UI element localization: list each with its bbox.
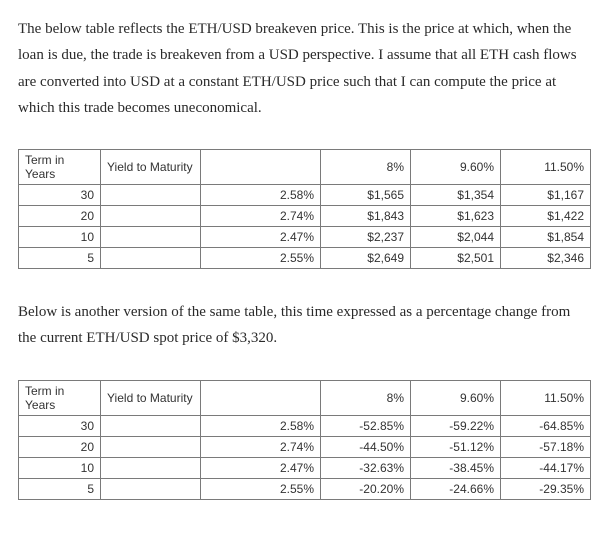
cell-term: 20 — [19, 206, 101, 227]
cell-115: -64.85% — [501, 415, 591, 436]
col-ytm: Yield to Maturity — [101, 380, 201, 415]
table-row: 10 2.47% -32.63% -38.45% -44.17% — [19, 457, 591, 478]
cell-8: $2,237 — [321, 227, 411, 248]
cell-96: $2,501 — [411, 248, 501, 269]
cell-term: 30 — [19, 185, 101, 206]
col-term: Term in Years — [19, 150, 101, 185]
cell-term: 10 — [19, 227, 101, 248]
col-115pct: 11.50% — [501, 380, 591, 415]
cell-96: -38.45% — [411, 457, 501, 478]
cell-blank — [101, 415, 201, 436]
cell-ytm: 2.55% — [201, 478, 321, 499]
col-96pct: 9.60% — [411, 380, 501, 415]
col-8pct: 8% — [321, 380, 411, 415]
cell-96: -59.22% — [411, 415, 501, 436]
col-blank — [201, 150, 321, 185]
cell-8: -32.63% — [321, 457, 411, 478]
table-row: 30 2.58% $1,565 $1,354 $1,167 — [19, 185, 591, 206]
cell-ytm: 2.74% — [201, 206, 321, 227]
cell-blank — [101, 436, 201, 457]
cell-blank — [101, 248, 201, 269]
cell-term: 20 — [19, 436, 101, 457]
cell-ytm: 2.58% — [201, 415, 321, 436]
cell-8: -52.85% — [321, 415, 411, 436]
table-row: 20 2.74% $1,843 $1,623 $1,422 — [19, 206, 591, 227]
breakeven-price-table: Term in Years Yield to Maturity 8% 9.60%… — [18, 149, 591, 269]
table-row: 10 2.47% $2,237 $2,044 $1,854 — [19, 227, 591, 248]
cell-115: $1,854 — [501, 227, 591, 248]
col-ytm: Yield to Maturity — [101, 150, 201, 185]
cell-115: $1,422 — [501, 206, 591, 227]
cell-96: $2,044 — [411, 227, 501, 248]
cell-term: 5 — [19, 248, 101, 269]
cell-term: 10 — [19, 457, 101, 478]
cell-ytm: 2.47% — [201, 457, 321, 478]
table-row: 20 2.74% -44.50% -51.12% -57.18% — [19, 436, 591, 457]
cell-8: -44.50% — [321, 436, 411, 457]
pct-change-table: Term in Years Yield to Maturity 8% 9.60%… — [18, 380, 591, 500]
cell-ytm: 2.74% — [201, 436, 321, 457]
cell-8: $1,565 — [321, 185, 411, 206]
table-row: 5 2.55% $2,649 $2,501 $2,346 — [19, 248, 591, 269]
col-blank — [201, 380, 321, 415]
cell-ytm: 2.47% — [201, 227, 321, 248]
col-term: Term in Years — [19, 380, 101, 415]
cell-96: $1,623 — [411, 206, 501, 227]
table-row: 5 2.55% -20.20% -24.66% -29.35% — [19, 478, 591, 499]
cell-blank — [101, 227, 201, 248]
intro-paragraph-1: The below table reflects the ETH/USD bre… — [18, 16, 582, 121]
cell-8: -20.20% — [321, 478, 411, 499]
intro-paragraph-2: Below is another version of the same tab… — [18, 299, 582, 352]
cell-115: -57.18% — [501, 436, 591, 457]
table-header-row: Term in Years Yield to Maturity 8% 9.60%… — [19, 380, 591, 415]
cell-96: $1,354 — [411, 185, 501, 206]
cell-115: -29.35% — [501, 478, 591, 499]
col-8pct: 8% — [321, 150, 411, 185]
cell-8: $1,843 — [321, 206, 411, 227]
cell-96: -24.66% — [411, 478, 501, 499]
table-row: 30 2.58% -52.85% -59.22% -64.85% — [19, 415, 591, 436]
cell-blank — [101, 206, 201, 227]
cell-115: $1,167 — [501, 185, 591, 206]
table-header-row: Term in Years Yield to Maturity 8% 9.60%… — [19, 150, 591, 185]
cell-8: $2,649 — [321, 248, 411, 269]
cell-115: $2,346 — [501, 248, 591, 269]
cell-115: -44.17% — [501, 457, 591, 478]
cell-blank — [101, 478, 201, 499]
cell-blank — [101, 457, 201, 478]
cell-term: 5 — [19, 478, 101, 499]
cell-ytm: 2.55% — [201, 248, 321, 269]
col-115pct: 11.50% — [501, 150, 591, 185]
col-96pct: 9.60% — [411, 150, 501, 185]
cell-term: 30 — [19, 415, 101, 436]
cell-blank — [101, 185, 201, 206]
cell-96: -51.12% — [411, 436, 501, 457]
cell-ytm: 2.58% — [201, 185, 321, 206]
